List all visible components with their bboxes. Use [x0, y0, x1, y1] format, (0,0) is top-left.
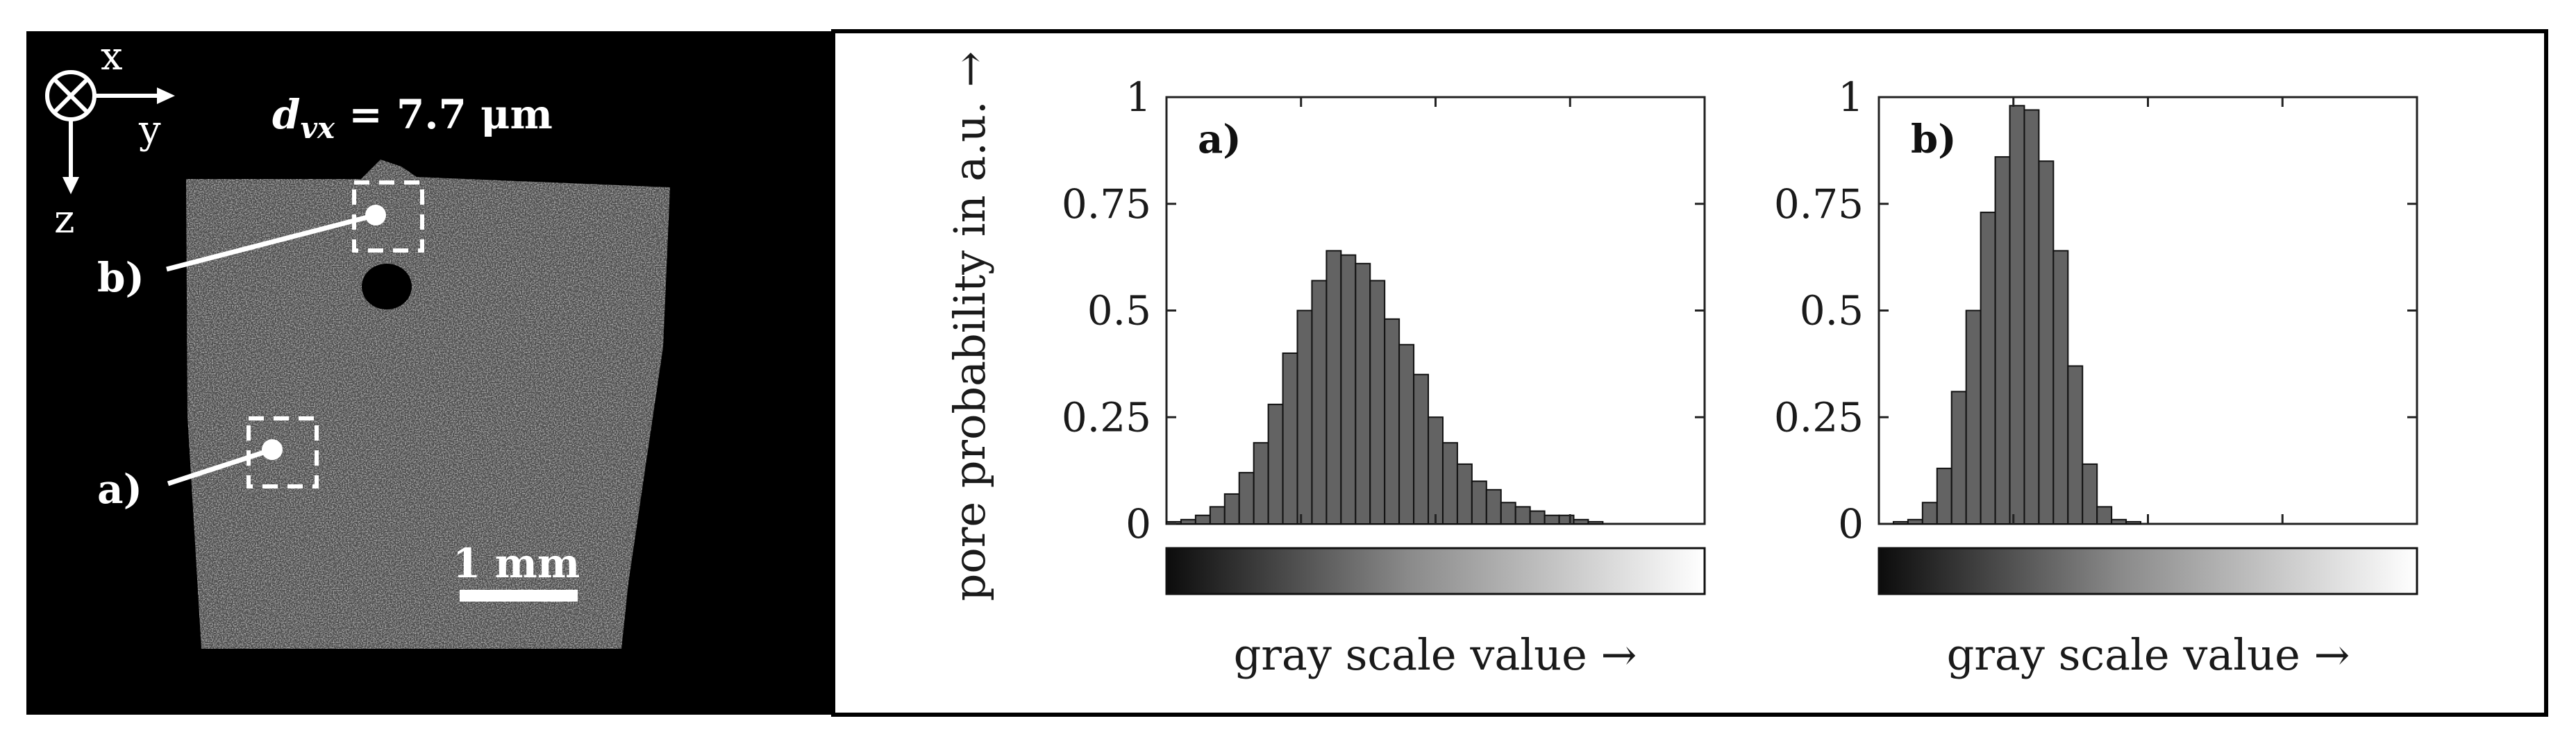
voxel-value: = 7.7 μm: [335, 91, 553, 138]
histogram-b-bar: [1980, 212, 1996, 525]
y-axis-label: y: [138, 108, 161, 153]
histogram-b-ytick-label: 0: [1838, 500, 1864, 547]
histogram-b-bar: [2067, 365, 2084, 525]
histogram-a-bar: [1558, 514, 1575, 525]
histogram-a-panel-label: a): [1198, 117, 1241, 162]
histogram-b-ytick-label: 1: [1838, 74, 1864, 121]
ct-image-panel: x y z dvx = 7.7 μm b) a) 1 mm: [26, 31, 833, 715]
histogram-b-bars: [1892, 105, 2142, 525]
voxel-size-label: dvx = 7.7 μm: [272, 91, 553, 145]
scale-bar: [460, 590, 578, 602]
histogram-a-bar: [1238, 472, 1255, 525]
histogram-a-bars: [1166, 250, 1604, 525]
histogram-a-bar: [1325, 250, 1342, 525]
histogram-a-bar: [1456, 463, 1473, 525]
histogram-a-bar: [1587, 520, 1604, 525]
histogram-a-bar: [1428, 416, 1444, 525]
histogram-a-bar: [1514, 506, 1531, 525]
histogram-a-bar: [1355, 262, 1371, 525]
histogram-a-bar: [1500, 502, 1516, 525]
histogram-a-bar: [1223, 493, 1240, 525]
histogram-b-bar: [2023, 109, 2040, 525]
histogram-a-grayscale-bar: [1165, 547, 1706, 595]
histogram-b-bar: [2082, 463, 2098, 525]
histogram-b-bar: [1950, 391, 1967, 525]
histogram-a-ytick-label: 0.75: [1062, 180, 1151, 228]
histogram-a-bar: [1441, 442, 1458, 525]
histogram-b-ytick-label: 0.75: [1774, 180, 1864, 228]
region-b-box: [352, 180, 424, 253]
y-axis-title: pore probability in a.u. →: [944, 51, 995, 602]
histogram-b-bar: [2096, 506, 2113, 525]
histogram-b-bar: [1994, 156, 2011, 525]
region-b-label: b): [97, 254, 144, 301]
histogram-b-panel-label: b): [1911, 117, 1957, 162]
histogram-a-bar: [1544, 514, 1560, 525]
histogram-b-ytick-label: 0.5: [1800, 287, 1864, 334]
histogram-b: 0 0.25 0.5 0.75 1 b) gray scale value →: [1774, 74, 2418, 680]
scale-bar-label: 1 mm: [453, 540, 580, 587]
x-axis-label: x: [101, 34, 123, 79]
histogram-a-ticks: 0 0.25 0.5 0.75 1: [1062, 74, 1705, 547]
histogram-b-ytick-label: 0.25: [1774, 393, 1864, 441]
histogram-a-bar: [1194, 514, 1211, 525]
histogram-a-bar: [1282, 352, 1298, 525]
region-a-label: a): [97, 466, 142, 513]
z-axis-label: z: [54, 197, 75, 242]
histogram-a-bar: [1398, 343, 1415, 525]
voxel-symbol: d: [272, 91, 301, 138]
histogram-b-bar: [2052, 250, 2069, 525]
histogram-a-bar: [1369, 280, 1386, 525]
voxel-subscript: vx: [301, 111, 335, 145]
histogram-a-bar: [1296, 309, 1313, 525]
pore-defect: [362, 264, 412, 309]
coordinate-system-icon: x y z: [45, 34, 175, 242]
histogram-a-bar: [1485, 488, 1502, 525]
histogram-a-bar: [1253, 442, 1269, 525]
histogram-b-bar: [1921, 502, 1938, 525]
histogram-a-ytick-label: 1: [1126, 74, 1151, 121]
histogram-b-bar: [1907, 518, 1923, 525]
histogram-a-ytick-label: 0: [1126, 500, 1151, 547]
histogram-a-bar: [1471, 480, 1487, 525]
histogram-a-bar: [1180, 518, 1196, 525]
histogram-b-bar: [2009, 105, 2025, 525]
histogram-a-bar: [1573, 518, 1589, 525]
region-a-leader: [167, 447, 274, 486]
histogram-a-bar: [1529, 510, 1546, 525]
histogram-b-ticks: 0 0.25 0.5 0.75 1: [1774, 74, 2417, 547]
histogram-a: 0 0.25 0.5 0.75 1 a) gray scale value →: [1062, 74, 1706, 680]
plot-frame: [831, 29, 2548, 717]
histogram-b-bar: [1965, 309, 1982, 525]
histogram-a-bar: [1413, 373, 1430, 525]
histogram-a-ytick-label: 0.5: [1087, 287, 1151, 334]
histogram-a-bar: [1209, 506, 1226, 525]
histogram-b-bar: [1936, 468, 1952, 525]
histogram-b-grayscale-bar: [1877, 547, 2418, 595]
histogram-a-xlabel: gray scale value →: [1234, 629, 1637, 680]
histogram-a-bar: [1311, 280, 1328, 525]
histogram-b-bar: [2111, 518, 2127, 525]
histogram-b-bar: [2125, 520, 2142, 525]
histogram-a-bar: [1340, 254, 1357, 525]
histogram-a-bar: [1384, 318, 1400, 525]
histogram-a-ytick-label: 0.25: [1062, 393, 1151, 441]
histogram-b-bar: [2038, 160, 2055, 525]
region-a-box: [246, 416, 319, 488]
histogram-b-xlabel: gray scale value →: [1947, 629, 2350, 680]
histogram-a-bar: [1267, 403, 1284, 525]
region-b-leader: [166, 212, 376, 272]
histogram-b-bar: [1892, 520, 1909, 525]
sample-texture: [186, 160, 670, 649]
